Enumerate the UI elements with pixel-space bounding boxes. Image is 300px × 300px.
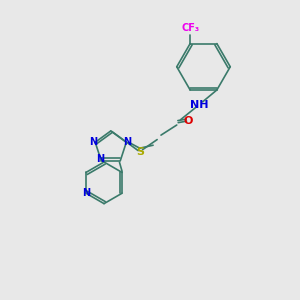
Text: N: N	[96, 154, 104, 164]
Text: N: N	[82, 188, 90, 198]
Text: CF₃: CF₃	[181, 23, 199, 33]
Text: O: O	[184, 116, 193, 126]
Text: S: S	[136, 147, 145, 157]
Text: N: N	[123, 137, 132, 147]
Text: N: N	[89, 137, 98, 147]
Text: NH: NH	[190, 100, 208, 110]
